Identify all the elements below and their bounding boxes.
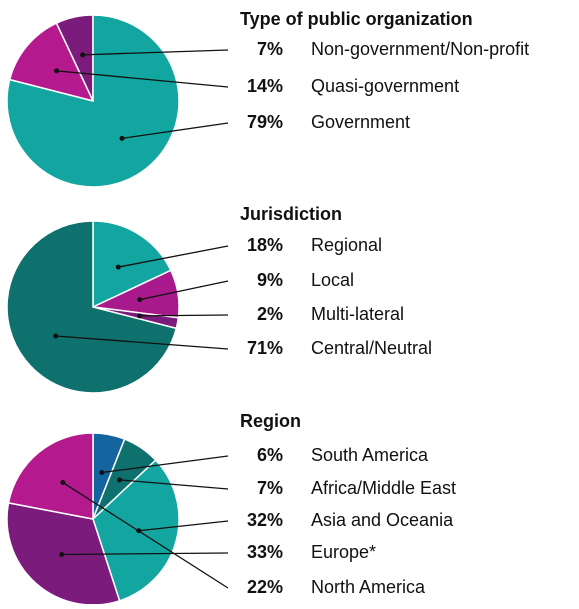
value-label: 71% bbox=[247, 338, 283, 358]
leader-line bbox=[56, 70, 229, 88]
pie-title: Region bbox=[240, 411, 301, 431]
leader-dot bbox=[119, 135, 125, 141]
value-label: 22% bbox=[247, 577, 283, 597]
leader-line bbox=[55, 335, 229, 350]
pie-slice bbox=[6, 14, 180, 188]
leader-dot bbox=[137, 297, 143, 303]
legend-label: Local bbox=[311, 270, 354, 290]
pie-slice bbox=[6, 220, 178, 394]
leader-dot bbox=[53, 333, 59, 339]
leader-line bbox=[118, 245, 229, 268]
legend-label: Quasi-government bbox=[311, 76, 459, 96]
leader-dot bbox=[136, 313, 142, 319]
leader-dot bbox=[59, 551, 65, 557]
legend-label: Government bbox=[311, 112, 410, 132]
pie-title: Type of public organization bbox=[240, 9, 473, 29]
value-label: 14% bbox=[247, 76, 283, 96]
leader-dot bbox=[99, 470, 105, 476]
leader-line bbox=[82, 49, 229, 56]
value-label: 79% bbox=[247, 112, 283, 132]
leader-line bbox=[139, 314, 229, 317]
leader-line bbox=[119, 479, 229, 490]
pie-slice bbox=[92, 459, 180, 602]
leader-line bbox=[138, 520, 229, 532]
leader-line bbox=[61, 552, 229, 556]
value-label: 9% bbox=[257, 270, 283, 290]
legend-label: Central/Neutral bbox=[311, 338, 432, 358]
legend-label: Africa/Middle East bbox=[311, 478, 456, 498]
value-label: 2% bbox=[257, 304, 283, 324]
legend-label: South America bbox=[311, 445, 429, 465]
leader-line bbox=[62, 482, 229, 589]
legend-label: Regional bbox=[311, 235, 382, 255]
leader-line bbox=[101, 455, 229, 474]
value-label: 18% bbox=[247, 235, 283, 255]
leader-dot bbox=[60, 480, 66, 486]
value-label: 32% bbox=[247, 510, 283, 530]
leader-dot bbox=[117, 477, 123, 483]
leader-dot bbox=[80, 52, 86, 58]
pie-title: Jurisdiction bbox=[240, 204, 342, 224]
leader-line bbox=[121, 122, 229, 140]
leader-dot bbox=[115, 264, 121, 270]
leader-line bbox=[139, 280, 229, 301]
legend-label: Asia and Oceania bbox=[311, 510, 454, 530]
value-label: 6% bbox=[257, 445, 283, 465]
legend-label: Non-government/Non-profit bbox=[311, 39, 529, 59]
leader-dot bbox=[54, 68, 60, 74]
legend-label: Europe* bbox=[311, 542, 376, 562]
value-label: 33% bbox=[247, 542, 283, 562]
pie-slice bbox=[7, 432, 94, 520]
pie-slice bbox=[8, 22, 95, 103]
legend-label: Multi-lateral bbox=[311, 304, 404, 324]
value-label: 7% bbox=[257, 478, 283, 498]
legend-label: North America bbox=[311, 577, 426, 597]
value-label: 7% bbox=[257, 39, 283, 59]
